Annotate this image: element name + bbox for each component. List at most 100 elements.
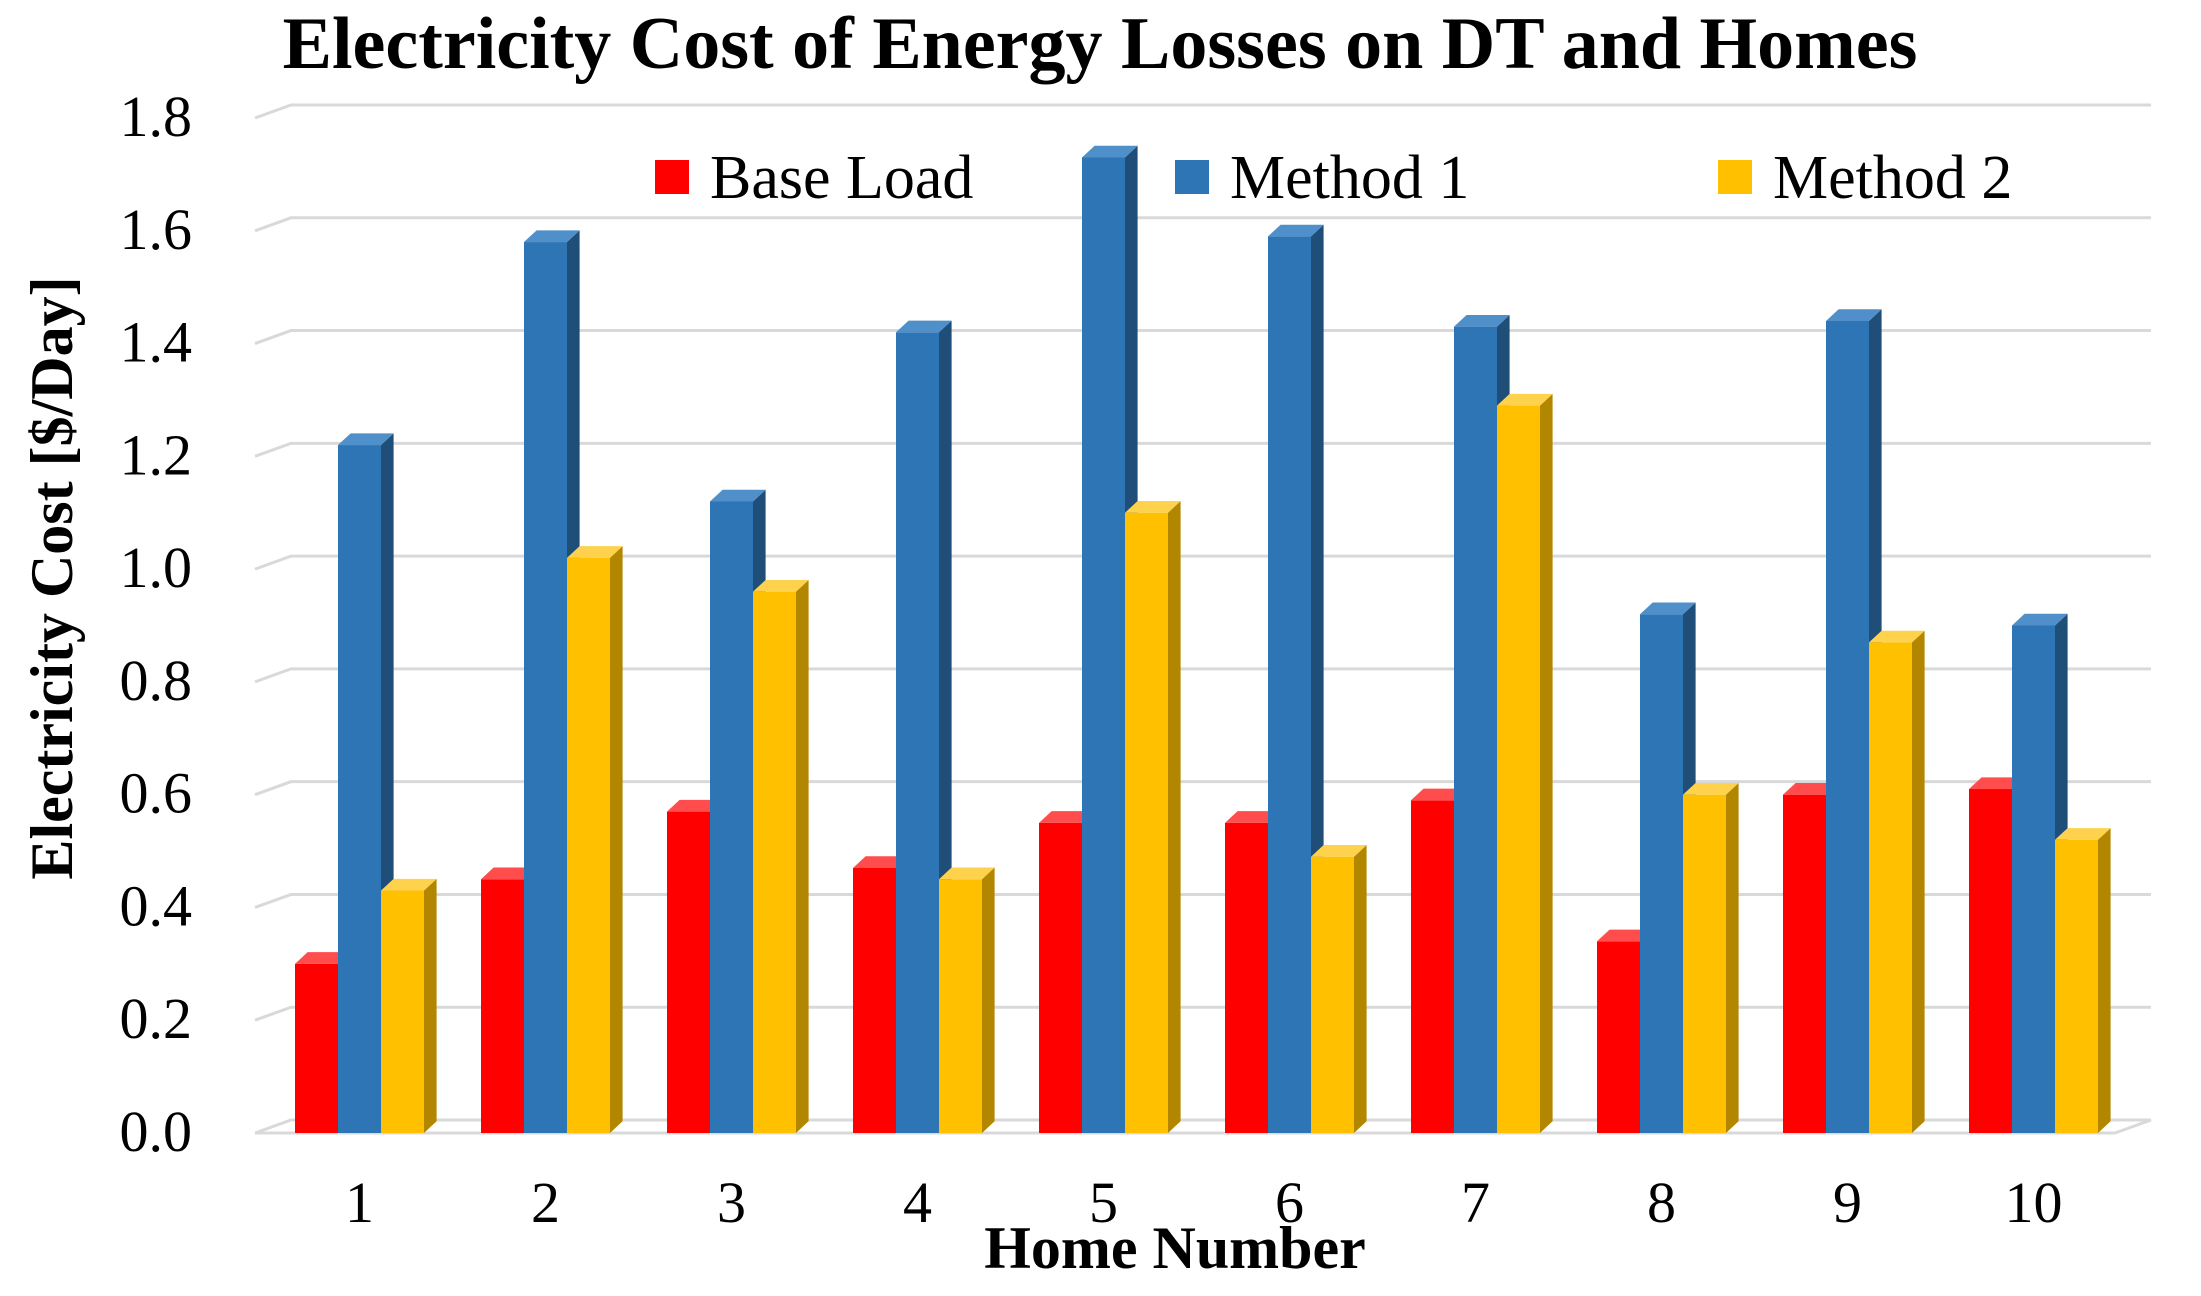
- bar-front: [1311, 856, 1354, 1133]
- bar-front: [481, 879, 524, 1133]
- bar-top: [1225, 811, 1281, 823]
- x-tick-label: 5: [1089, 1170, 1118, 1235]
- x-tick-label: 7: [1461, 1170, 1490, 1235]
- y-tick-label: 1.2: [120, 422, 193, 487]
- bar-top: [1268, 224, 1324, 237]
- legend-item-method-2: Method 2: [1718, 144, 2012, 212]
- x-tick-label: 3: [717, 1170, 746, 1235]
- bar-front: [710, 501, 753, 1133]
- bar-top: [1454, 314, 1510, 327]
- bar-top: [2012, 613, 2068, 626]
- y-tick-label: 0.6: [120, 761, 193, 826]
- bar-top: [853, 856, 909, 868]
- bar-top: [939, 867, 995, 880]
- bar-front: [939, 879, 982, 1133]
- y-axis-ticks: 0.0 0.2 0.4 0.6 0.8 1.0 1.2 1.4 1.6 1.8: [120, 84, 193, 1164]
- y-tick-label: 1.0: [120, 535, 193, 600]
- bar-top: [710, 489, 766, 502]
- floor-edge-right: [2114, 1118, 2152, 1135]
- legend: Base Load Method 1 Method 2: [655, 144, 2012, 212]
- y-tick-label: 1.6: [120, 197, 193, 262]
- gridline: [254, 329, 2151, 345]
- bar-front: [853, 867, 896, 1133]
- bar-method-2-1: [381, 878, 437, 1133]
- bar-front: [1411, 800, 1454, 1133]
- bar-method-2-4: [939, 867, 995, 1133]
- bar-method-1-6: [1268, 224, 1324, 1133]
- chart-title: Electricity Cost of Energy Losses on DT …: [283, 3, 1918, 85]
- bar-method-2-7: [1497, 393, 1553, 1134]
- x-tick-label: 1: [345, 1170, 374, 1235]
- bar-top: [1969, 777, 2025, 790]
- bar-side: [1912, 630, 1925, 1133]
- y-tick-label: 1.8: [120, 84, 193, 149]
- bar-method-2-2: [567, 546, 623, 1133]
- bar-method-1-1: [338, 433, 394, 1133]
- y-tick-label: 1.4: [120, 310, 193, 375]
- x-axis-ticks: 1 2 3 4 5 6 7 8 9 10: [345, 1170, 2063, 1235]
- bar-method-2-3: [753, 579, 809, 1133]
- x-tick-label: 8: [1647, 1170, 1676, 1235]
- bar-method-2-8: [1683, 782, 1739, 1133]
- bar-top: [381, 878, 437, 891]
- bars: [295, 145, 2111, 1134]
- bar-front: [1826, 321, 1869, 1133]
- bar-top: [1311, 844, 1367, 857]
- bar-top: [896, 320, 952, 333]
- bar-top: [2055, 828, 2111, 840]
- gridline: [254, 103, 2151, 120]
- x-tick-label: 4: [903, 1170, 932, 1235]
- bar-front: [338, 445, 381, 1133]
- bar-front: [1125, 512, 1168, 1133]
- bar-top: [1869, 630, 1925, 643]
- legend-label: Method 2: [1773, 144, 2012, 212]
- bar-front: [567, 557, 610, 1133]
- bar-top: [667, 799, 723, 812]
- bar-front: [1597, 941, 1640, 1133]
- bar-front: [1640, 614, 1683, 1133]
- bar-front: [1969, 789, 2012, 1133]
- gridline: [254, 216, 2151, 233]
- x-tick-label: 9: [1833, 1170, 1862, 1235]
- bar-top: [1783, 782, 1839, 795]
- bar-side: [982, 867, 995, 1133]
- bar-front: [1683, 794, 1726, 1133]
- bar-front: [381, 890, 424, 1133]
- bar-method-1-2: [524, 230, 580, 1134]
- bar-top: [1497, 393, 1553, 406]
- bar-top: [1640, 602, 1696, 615]
- y-tick-label: 0.8: [120, 648, 193, 713]
- y-axis-title: Electricity Cost [$/Day]: [19, 276, 85, 879]
- bar-method-2-10: [2055, 828, 2111, 1133]
- bar-method-2-9: [1869, 630, 1925, 1133]
- bar-top: [567, 546, 623, 558]
- bar-front: [1454, 326, 1497, 1133]
- bar-front: [295, 963, 338, 1133]
- bar-side: [1354, 844, 1367, 1133]
- x-tick-label: 6: [1275, 1170, 1304, 1235]
- bar-side: [1726, 782, 1739, 1133]
- legend-item-base-load: Base Load: [655, 144, 973, 212]
- bar-method-2-5: [1125, 501, 1181, 1133]
- bar-front: [896, 332, 939, 1133]
- bar-front: [1082, 157, 1125, 1133]
- legend-swatch: [655, 160, 689, 194]
- bar-top: [1039, 811, 1095, 823]
- bar-front: [1268, 236, 1311, 1133]
- bar-side: [1540, 393, 1553, 1134]
- bar-side: [796, 579, 809, 1133]
- bar-top: [753, 579, 809, 592]
- bar-front: [524, 242, 567, 1134]
- legend-item-method-1: Method 1: [1175, 144, 1469, 212]
- bar-side: [610, 546, 623, 1133]
- bar-front: [1039, 822, 1082, 1133]
- legend-swatch: [1718, 160, 1752, 194]
- y-tick-label: 0.2: [120, 986, 193, 1051]
- x-tick-label: 2: [531, 1170, 560, 1235]
- bar-top: [1125, 501, 1181, 513]
- bar-side: [424, 878, 437, 1133]
- bar-top: [481, 867, 537, 880]
- bar-method-2-6: [1311, 844, 1367, 1133]
- bar-side: [2098, 828, 2111, 1133]
